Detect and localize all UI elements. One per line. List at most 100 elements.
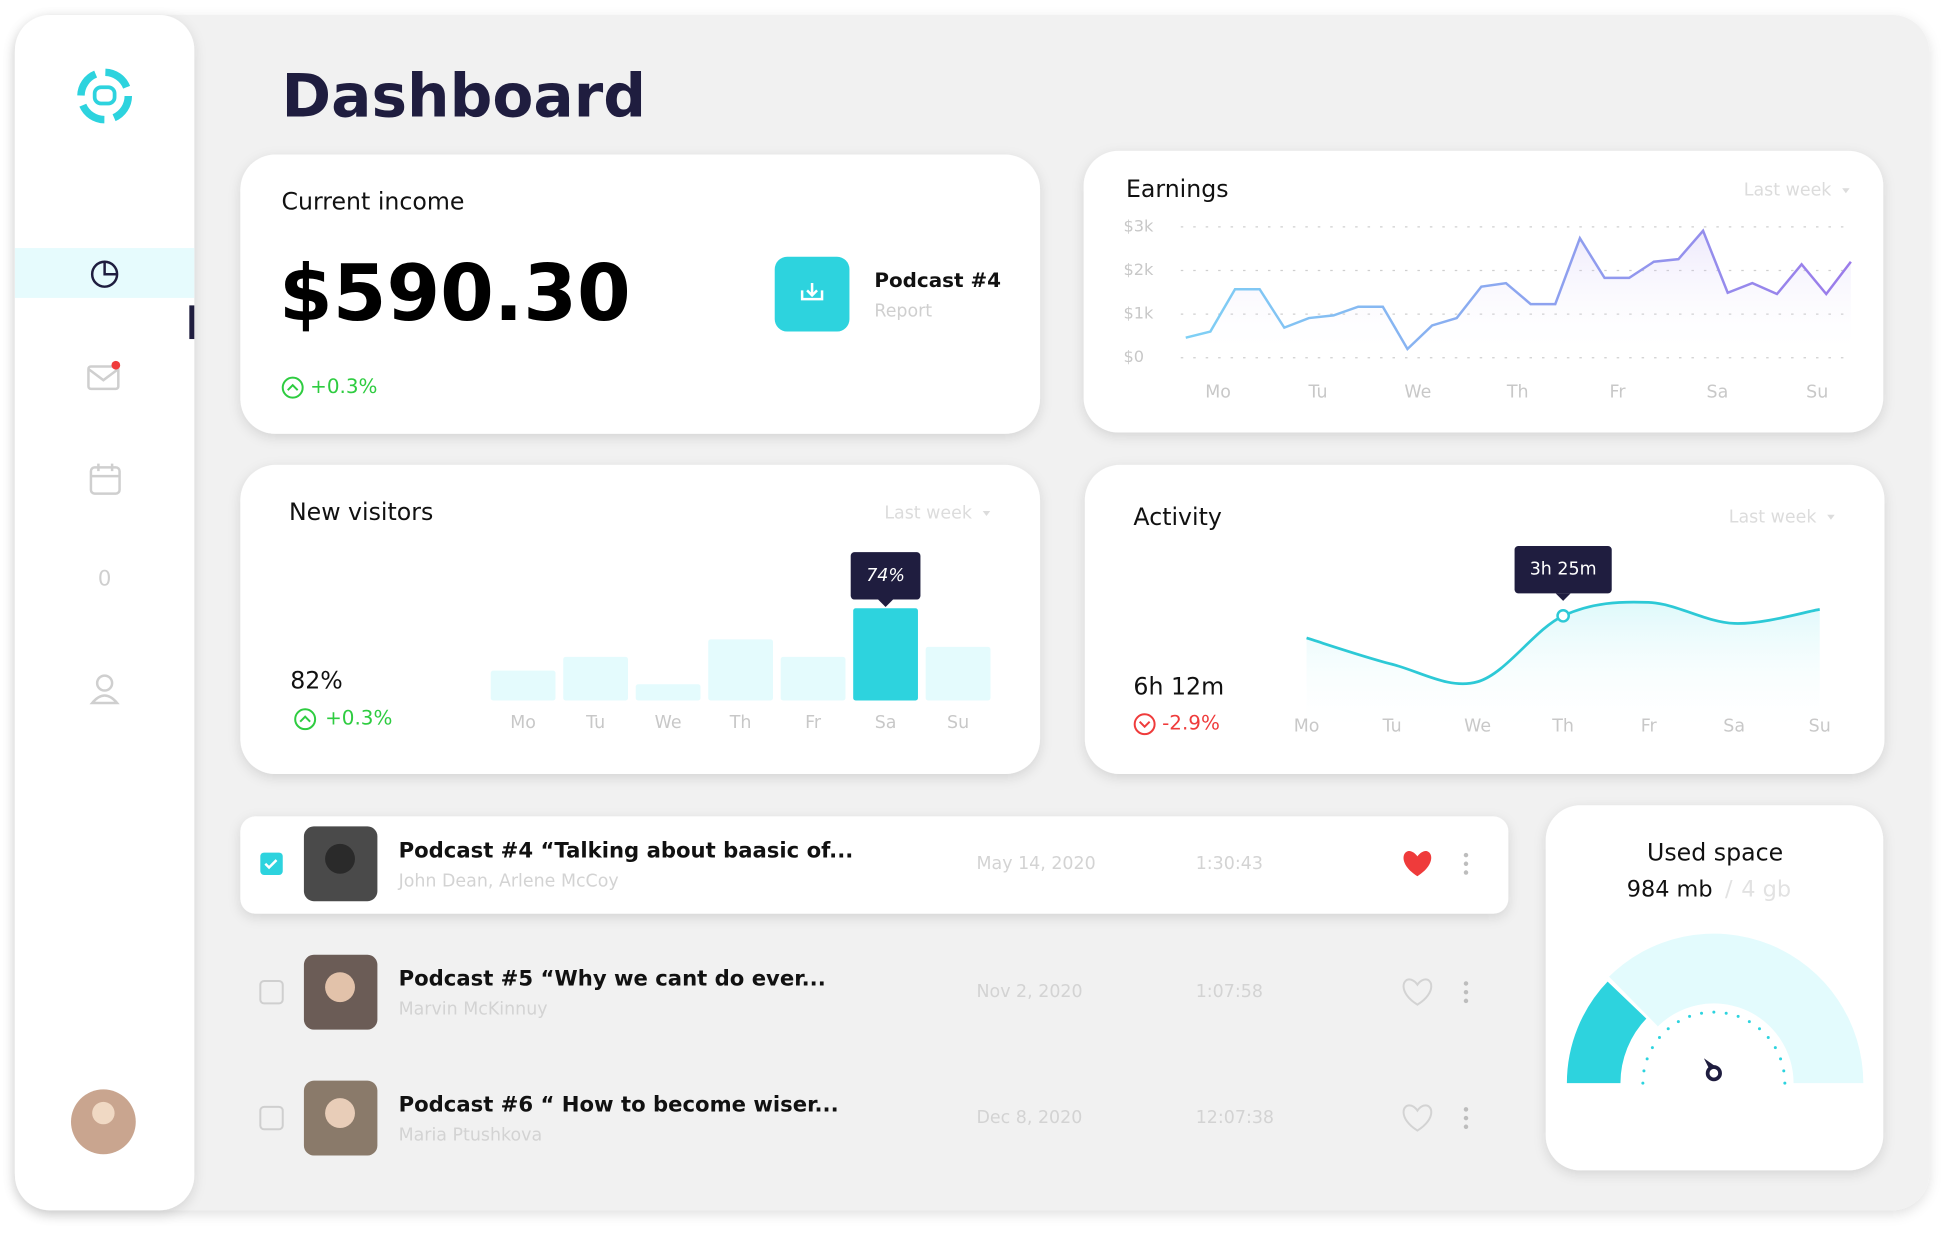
nav-count: 0	[98, 566, 111, 591]
activity-area	[1306, 602, 1820, 736]
nav-profile[interactable]	[89, 674, 120, 705]
trend-arrow	[287, 383, 299, 391]
gauge-dot	[1645, 1057, 1649, 1061]
podcast-duration: 12:07:38	[1196, 1108, 1274, 1128]
podcast-duration: 1:07:58	[1196, 982, 1263, 1002]
dropdown-caret[interactable]	[1842, 188, 1850, 194]
x-tick-label: We	[1404, 383, 1431, 403]
card-title: Current income	[281, 188, 464, 216]
podcast-row-selected[interactable]	[240, 816, 1509, 914]
more-dot[interactable]	[1463, 981, 1469, 986]
podcast-date: Dec 8, 2020	[977, 1108, 1083, 1128]
gauge-dot	[1642, 1069, 1646, 1073]
bar	[490, 670, 556, 701]
tooltip-pointer	[1555, 593, 1571, 601]
nav-mail[interactable]	[87, 365, 120, 391]
like-button[interactable]	[1402, 978, 1433, 1006]
income-card	[240, 154, 1041, 434]
more-dot[interactable]	[1463, 1107, 1469, 1112]
dropdown-caret[interactable]	[1827, 514, 1835, 520]
x-tick-label: Tu	[1382, 717, 1402, 737]
podcast-date: May 14, 2020	[977, 854, 1096, 874]
bar	[853, 608, 918, 701]
period-select: Last week	[884, 504, 973, 524]
report-title: Podcast #4	[874, 269, 1001, 292]
bar	[563, 656, 628, 701]
gauge-dot	[1766, 1036, 1770, 1040]
avatar-face	[92, 1101, 115, 1125]
sidebar	[14, 14, 195, 1211]
point-marker	[1556, 608, 1570, 623]
trend-arrow	[299, 715, 311, 723]
mail-badge	[111, 360, 121, 370]
x-tick-label: We	[655, 713, 682, 733]
x-tick-label: Sa	[1723, 717, 1745, 737]
x-tick-label: Th	[729, 713, 752, 733]
checkbox[interactable]	[259, 979, 284, 1005]
like-button[interactable]	[1402, 1104, 1433, 1132]
trend-icon	[294, 708, 317, 731]
podcast-duration: 1:30:43	[1196, 854, 1263, 874]
gauge-dot	[1650, 1046, 1654, 1050]
bar	[635, 684, 701, 701]
more-dot[interactable]	[1463, 1124, 1469, 1130]
x-tick-label: Fr	[1641, 717, 1658, 737]
report-label: Report	[874, 302, 932, 322]
x-tick-label: Su	[1809, 717, 1831, 737]
x-tick-label: Sa	[1707, 383, 1729, 403]
gauge-dot	[1688, 1014, 1692, 1018]
x-tick-label: Su	[1806, 383, 1828, 403]
more-dot[interactable]	[1463, 1115, 1469, 1121]
visitors-total: 82%	[290, 666, 343, 694]
x-tick-label: Mo	[1294, 717, 1320, 737]
x-tick-label: Th	[1506, 383, 1529, 403]
gauge-dot	[1779, 1057, 1783, 1061]
gauge-dot	[1782, 1069, 1786, 1073]
more-dot[interactable]	[1463, 998, 1469, 1004]
tooltip	[850, 552, 921, 600]
logo[interactable]	[77, 68, 133, 124]
income-amount: $590.30	[279, 249, 631, 339]
more-dot[interactable]	[1463, 861, 1469, 867]
checkbox[interactable]	[259, 1105, 284, 1131]
x-tick-label: Fr	[1610, 383, 1627, 403]
checkmark	[264, 859, 278, 870]
more-dot[interactable]	[1463, 852, 1469, 858]
x-tick-label: Sa	[875, 713, 897, 733]
gauge-fill	[1566, 980, 1647, 1084]
gauge-dot	[1757, 1027, 1761, 1031]
y-tick-label: $2k	[1123, 260, 1154, 279]
like-button[interactable]	[1403, 851, 1432, 877]
more-dot[interactable]	[1463, 870, 1469, 875]
x-tick-label: Mo	[1205, 383, 1231, 403]
podcast-title: Podcast #4 “Talking about baasic of...	[399, 837, 854, 862]
nav-calendar[interactable]	[89, 463, 121, 495]
podcast-authors: John Dean, Arlene McCoy	[398, 871, 619, 891]
cover-face	[325, 1098, 355, 1129]
nav-dashboard[interactable]	[90, 260, 119, 288]
trend-icon	[281, 376, 304, 399]
x-tick-label: Tu	[1307, 383, 1327, 403]
podcast-date: Nov 2, 2020	[977, 982, 1083, 1002]
period-select: Last week	[1729, 507, 1818, 527]
gauge-dot	[1666, 1027, 1670, 1031]
more-dot[interactable]	[1463, 989, 1469, 995]
used-label: 984 mb	[1627, 876, 1713, 902]
gauge-dot	[1736, 1014, 1740, 1018]
card-title: Used space	[1647, 838, 1783, 866]
earnings-line	[1185, 228, 1852, 352]
podcast-authors: Maria Ptushkova	[399, 1126, 543, 1146]
gauge-track	[1606, 933, 1864, 1084]
x-tick-label: We	[1464, 717, 1491, 737]
x-tick-label: Mo	[510, 713, 536, 733]
dropdown-caret[interactable]	[982, 511, 991, 517]
activity-change: -2.9%	[1162, 712, 1220, 735]
podcast-title: Podcast #6 “ How to become wiser...	[399, 1092, 839, 1117]
y-tick-label: $1k	[1123, 304, 1154, 323]
gauge-dot	[1724, 1011, 1728, 1015]
card-title: Activity	[1133, 503, 1221, 531]
y-tick-label: $3k	[1123, 216, 1154, 235]
gauge-needle-tip	[1703, 1058, 1717, 1069]
